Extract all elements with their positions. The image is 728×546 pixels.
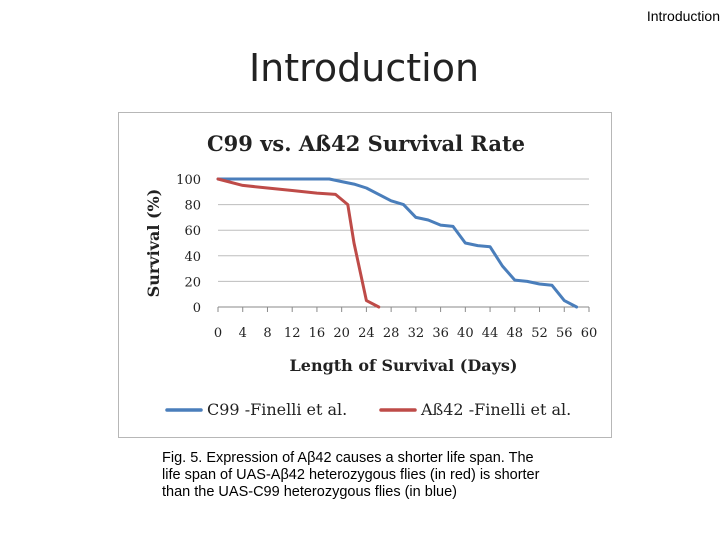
x-tick-label: 56	[556, 326, 573, 341]
x-tick-label: 32	[408, 326, 425, 341]
chart-title: C99 vs. Aß42 Survival Rate	[207, 131, 525, 156]
slide-title: Introduction	[248, 46, 480, 90]
x-tick-label: 20	[333, 326, 350, 341]
figure-caption: Fig. 5. Expression of Aβ42 causes a shor…	[162, 450, 612, 501]
caption-line-2: life span of UAS-Aβ42 heterozygous flies…	[162, 467, 540, 483]
x-tick-label: 36	[432, 326, 449, 341]
series-line-abeta42	[216, 177, 381, 309]
x-tick-label: 40	[457, 326, 474, 341]
x-tick-label: 24	[358, 326, 375, 341]
y-tick-label: 0	[193, 301, 201, 316]
y-tick-label: 40	[184, 250, 201, 265]
legend-label-abeta42: Aß42 -Finelli et al.	[420, 400, 571, 419]
x-tick-label: 16	[309, 326, 326, 341]
x-tick-label: 4	[239, 326, 247, 341]
caption-line-1: Fig. 5. Expression of Aβ42 causes a shor…	[162, 450, 534, 466]
y-tick-label: 100	[176, 173, 201, 188]
legend-label-c99: C99 -Finelli et al.	[207, 400, 347, 419]
y-axis-label: Survival (%)	[144, 189, 163, 298]
x-axis-label: Length of Survival (Days)	[290, 356, 518, 375]
caption-line-3: than the UAS-C99 heterozygous flies (in …	[162, 484, 457, 500]
x-tick-label: 12	[284, 326, 301, 341]
x-tick-label: 48	[507, 326, 524, 341]
x-tick-label: 0	[214, 326, 222, 341]
y-tick-label: 60	[184, 224, 201, 239]
x-tick-label: 8	[263, 326, 271, 341]
y-tick-label: 20	[184, 275, 201, 290]
y-tick-label: 80	[184, 199, 201, 214]
x-tick-label: 60	[581, 326, 598, 341]
series-line-c99	[216, 177, 579, 309]
x-tick-label: 44	[482, 326, 499, 341]
survival-chart: C99 vs. Aß42 Survival Rate 0 20 40 60 80 100 0 4…	[144, 131, 598, 419]
corner-section-label: Introduction	[646, 8, 720, 24]
x-tick-label: 52	[531, 326, 548, 341]
x-tick-label: 28	[383, 326, 400, 341]
chart-frame: C99 vs. Aß42 Survival Rate 0 20 40 60 80 100 0 4…	[118, 112, 612, 438]
